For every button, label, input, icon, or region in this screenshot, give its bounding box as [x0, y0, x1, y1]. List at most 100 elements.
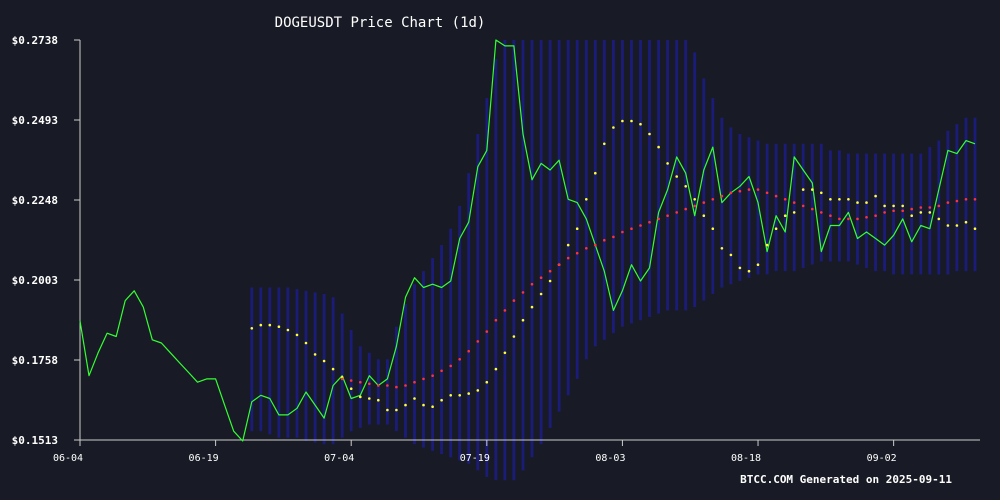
band-stripe-35	[566, 40, 570, 396]
x-tick-label-4: 08-03	[595, 453, 625, 464]
ma_short-point-40	[612, 126, 615, 129]
ma_short-point-2	[268, 323, 272, 327]
ma_short-point-65	[838, 198, 841, 201]
ma_short-point-0	[250, 327, 254, 330]
band-stripe-21	[440, 245, 443, 455]
ma_short-point-62	[811, 188, 814, 191]
ma_long-point-23	[548, 269, 552, 273]
band-stripe-8	[322, 294, 326, 445]
x-tick-label-5: 08-18	[731, 453, 761, 464]
band-stripe-66	[847, 153, 850, 262]
ma_short-point-36	[575, 227, 579, 230]
ma_short-point-55	[747, 269, 751, 273]
band-stripe-79	[964, 117, 968, 272]
band-stripe-51	[711, 98, 715, 294]
ma_short-point-66	[847, 198, 850, 201]
band-stripe-67	[856, 153, 859, 265]
ma_short-point-19	[422, 403, 425, 407]
band-stripe-33	[548, 40, 552, 428]
ma_long-point-39	[693, 204, 696, 208]
ma_short-point-6	[304, 341, 308, 345]
ma_short-point-70	[883, 204, 886, 208]
x-tick-label-1: 06-19	[189, 453, 219, 464]
ma_long-point-14	[467, 349, 471, 353]
ma_short-point-71	[892, 204, 895, 208]
ma_long-point-7	[404, 384, 407, 387]
ma_long-point-17	[494, 318, 498, 322]
band-stripe-72	[901, 153, 905, 275]
band-stripe-44	[648, 40, 651, 317]
band-stripe-80	[973, 117, 977, 272]
ma_long-point-13	[458, 358, 462, 361]
ma_long-point-52	[811, 207, 814, 211]
band-stripe-14	[376, 359, 380, 425]
y-tick-label-3: $0.2003	[12, 274, 58, 287]
band-stripe-40	[612, 40, 615, 334]
ma_long-point-33	[639, 224, 642, 227]
ma_long-point-16	[485, 330, 489, 333]
band-stripe-3	[277, 287, 281, 438]
ma_long-point-35	[657, 217, 660, 221]
series-layer	[79, 39, 977, 442]
ma_short-point-45	[657, 145, 660, 149]
band-stripe-78	[955, 124, 959, 272]
ma_short-point-73	[910, 214, 913, 217]
y-tick-label-2: $0.2248	[12, 194, 58, 207]
ma_short-point-32	[539, 292, 543, 296]
band-stripe-19	[422, 271, 425, 448]
ma_long-point-25	[566, 256, 570, 260]
band-stripe-31	[530, 40, 534, 458]
ma_long-point-40	[702, 201, 706, 204]
band-stripe-16	[395, 326, 398, 432]
ma_long-point-51	[801, 204, 805, 208]
ma_long-point-67	[946, 201, 950, 204]
ma_short-point-60	[792, 211, 796, 214]
ma_short-point-67	[856, 201, 859, 204]
ma_short-point-53	[729, 253, 733, 257]
ma_long-point-64	[919, 206, 923, 209]
ma_long-point-18	[503, 309, 507, 312]
band-stripe-43	[639, 40, 642, 321]
ma_long-point-9	[422, 377, 425, 381]
band-stripe-30	[521, 40, 525, 471]
ma_short-point-31	[530, 305, 534, 309]
band-stripe-34	[557, 40, 561, 412]
ma_long-point-26	[575, 251, 579, 255]
ma_short-point-79	[964, 220, 968, 224]
band-stripe-75	[928, 147, 932, 275]
ma_short-point-22	[449, 394, 453, 397]
x-tick-label-2: 07-04	[324, 453, 354, 464]
band-stripe-76	[937, 140, 941, 275]
ma_long-point-37	[675, 211, 678, 214]
band-stripe-5	[295, 289, 299, 438]
ma_long-point-56	[847, 217, 850, 221]
ma_short-point-56	[756, 263, 760, 267]
band-stripe-2	[268, 287, 272, 435]
ma_short-point-27	[494, 367, 498, 371]
y-tick-label-5: $0.1513	[12, 434, 58, 447]
ma_short-point-76	[937, 217, 941, 221]
band-stripe-45	[657, 40, 660, 314]
ma_long-point-11	[440, 369, 443, 373]
ma_long-point-38	[684, 207, 687, 211]
x-tick-label-0: 06-04	[53, 453, 83, 464]
ma_long-point-66	[937, 204, 941, 208]
ma_short-point-4	[286, 328, 290, 332]
ma_short-point-69	[874, 194, 877, 198]
ma_long-point-48	[774, 194, 778, 198]
band-stripe-42	[630, 40, 633, 324]
band-stripe-29	[512, 40, 516, 481]
ma_short-point-49	[693, 198, 696, 201]
ma_long-point-57	[856, 217, 859, 221]
ma_short-point-58	[774, 227, 778, 230]
ma_short-point-9	[331, 367, 335, 371]
ma_short-point-59	[783, 214, 787, 217]
ma_long-point-49	[783, 198, 787, 201]
ma_short-point-54	[738, 266, 742, 270]
ma_short-point-51	[711, 227, 715, 230]
ma_short-point-8	[322, 359, 326, 363]
band-stripe-71	[892, 153, 895, 275]
band-stripe-18	[413, 284, 416, 445]
ma_short-point-52	[720, 247, 724, 250]
